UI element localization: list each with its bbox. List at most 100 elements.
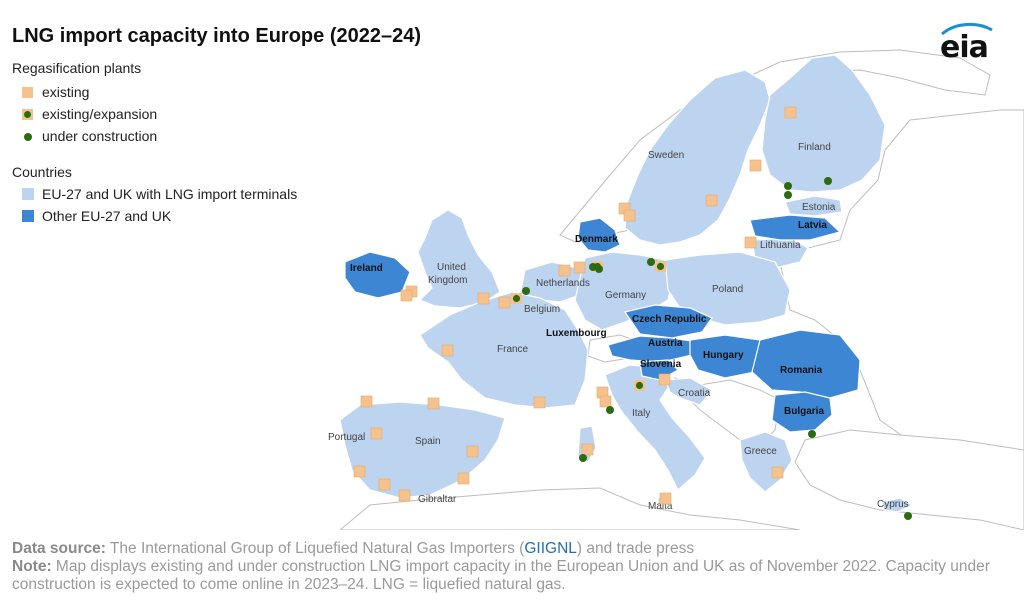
label-portugal: Portugal [328, 432, 365, 443]
label-denmark: Denmark [575, 234, 618, 245]
terminal-existing [784, 106, 797, 119]
label-united-kingdom: United Kingdom [428, 262, 467, 286]
terminal-under-construction [579, 454, 587, 462]
greece-shape [739, 431, 793, 493]
giignl-link[interactable]: GIIGNL [524, 540, 577, 557]
footer-notes: Data source: The International Group of … [12, 540, 1016, 594]
poland-shape [664, 251, 791, 326]
terminal-expansion [634, 380, 645, 391]
label-austria: Austria [648, 338, 683, 349]
cyprus-shape [881, 497, 914, 513]
terminal-existing [370, 427, 383, 440]
terminal-expansion [511, 293, 522, 304]
legend-label: under construction [42, 128, 158, 144]
ireland-shape [344, 251, 411, 299]
note-line: Note: Map displays existing and under co… [12, 558, 1016, 594]
existing-swatch [22, 87, 33, 98]
source-label: Data source: [12, 540, 106, 557]
croatia-shape [664, 377, 713, 406]
terminal-under-construction [522, 287, 530, 295]
label-belgium: Belgium [524, 304, 560, 315]
terminal-under-construction [606, 406, 614, 414]
label-ireland: Ireland [350, 263, 383, 274]
label-spain: Spain [415, 436, 441, 447]
source-text-end: ) and trade press [576, 540, 695, 557]
label-lithuania: Lithuania [760, 240, 801, 251]
czech-republic-shape [624, 304, 713, 339]
terminal-under-construction [784, 191, 792, 199]
source-line: Data source: The International Group of … [12, 540, 1016, 558]
legend-label: existing [42, 84, 90, 100]
terminal-under-construction [808, 430, 816, 438]
label-hungary: Hungary [703, 350, 744, 361]
label-poland: Poland [712, 284, 743, 295]
terminal-existing [749, 159, 762, 172]
terminal-existing [353, 465, 366, 478]
legend-label: existing/expansion [42, 106, 158, 122]
legend-countries-heading: Countries [12, 164, 72, 180]
other-country-swatch [22, 210, 34, 222]
label-sweden: Sweden [648, 150, 684, 161]
terminal-existing [398, 489, 411, 502]
france-shape [419, 291, 589, 409]
label-bulgaria: Bulgaria [784, 406, 824, 417]
terminal-existing [360, 395, 373, 408]
legend-plants-heading: Regasification plants [12, 60, 142, 76]
label-cyprus: Cyprus [877, 499, 909, 510]
terminal-existing [558, 264, 571, 277]
eia-logo: eia [934, 22, 996, 66]
terminal-existing [378, 478, 391, 491]
label-latvia: Latvia [798, 220, 827, 231]
terminal-under-construction [904, 512, 912, 520]
romania-shape [751, 329, 861, 399]
terminal-existing [441, 344, 454, 357]
page-title: LNG import capacity into Europe (2022–24… [12, 25, 421, 47]
terminal-existing [623, 209, 636, 222]
terminal-existing [477, 292, 490, 305]
sweden-shape [624, 69, 771, 246]
legend-label: Other EU-27 and UK [42, 208, 172, 224]
terminal-existing [659, 492, 672, 505]
label-czech-republic: Czech Republic [632, 314, 707, 325]
latvia-shape [749, 214, 842, 241]
iberia-shape [339, 401, 506, 499]
terminal-existing [457, 472, 470, 485]
label-germany: Germany [605, 290, 646, 301]
label-france: France [497, 344, 529, 355]
expansion-swatch [22, 109, 33, 120]
europe-map: Sweden Finland Estonia Latvia Lithuania … [328, 49, 1024, 530]
source-text: The International Group of Liquefied Nat… [105, 540, 525, 557]
label-luxembourg: Luxembourg [546, 328, 607, 339]
logo-text: eia [940, 30, 989, 65]
estonia-shape [784, 195, 843, 217]
terminal-existing [427, 397, 440, 410]
terminal-existing [498, 296, 511, 309]
terminal-existing [581, 443, 594, 456]
terminal-under-construction [824, 177, 832, 185]
finland-shape [761, 54, 886, 193]
north-africa-shape [339, 487, 801, 530]
terminal-existing [400, 289, 413, 302]
construction-swatch [24, 133, 32, 141]
turkey-shape [794, 429, 1024, 530]
terminal-country-swatch [22, 188, 34, 200]
label-finland: Finland [798, 142, 831, 153]
label-greece: Greece [744, 446, 777, 457]
terminal-existing [771, 466, 784, 479]
note-text: Map displays existing and under construc… [12, 558, 990, 593]
label-slovenia: Slovenia [640, 359, 682, 370]
denmark-shape [577, 217, 621, 253]
terminal-under-construction [647, 258, 655, 266]
terminal-existing [533, 396, 546, 409]
terminal-existing [705, 194, 718, 207]
terminal-expansion [655, 261, 666, 272]
terminal-existing [658, 373, 671, 386]
terminal-existing [744, 236, 757, 249]
terminal-under-construction [784, 182, 792, 190]
label-italy: Italy [632, 408, 650, 419]
note-label: Note: [12, 558, 52, 575]
terminal-existing [466, 445, 479, 458]
terminal-existing [573, 261, 586, 274]
terminal-existing [599, 395, 612, 408]
label-netherlands: Netherlands [536, 278, 590, 289]
